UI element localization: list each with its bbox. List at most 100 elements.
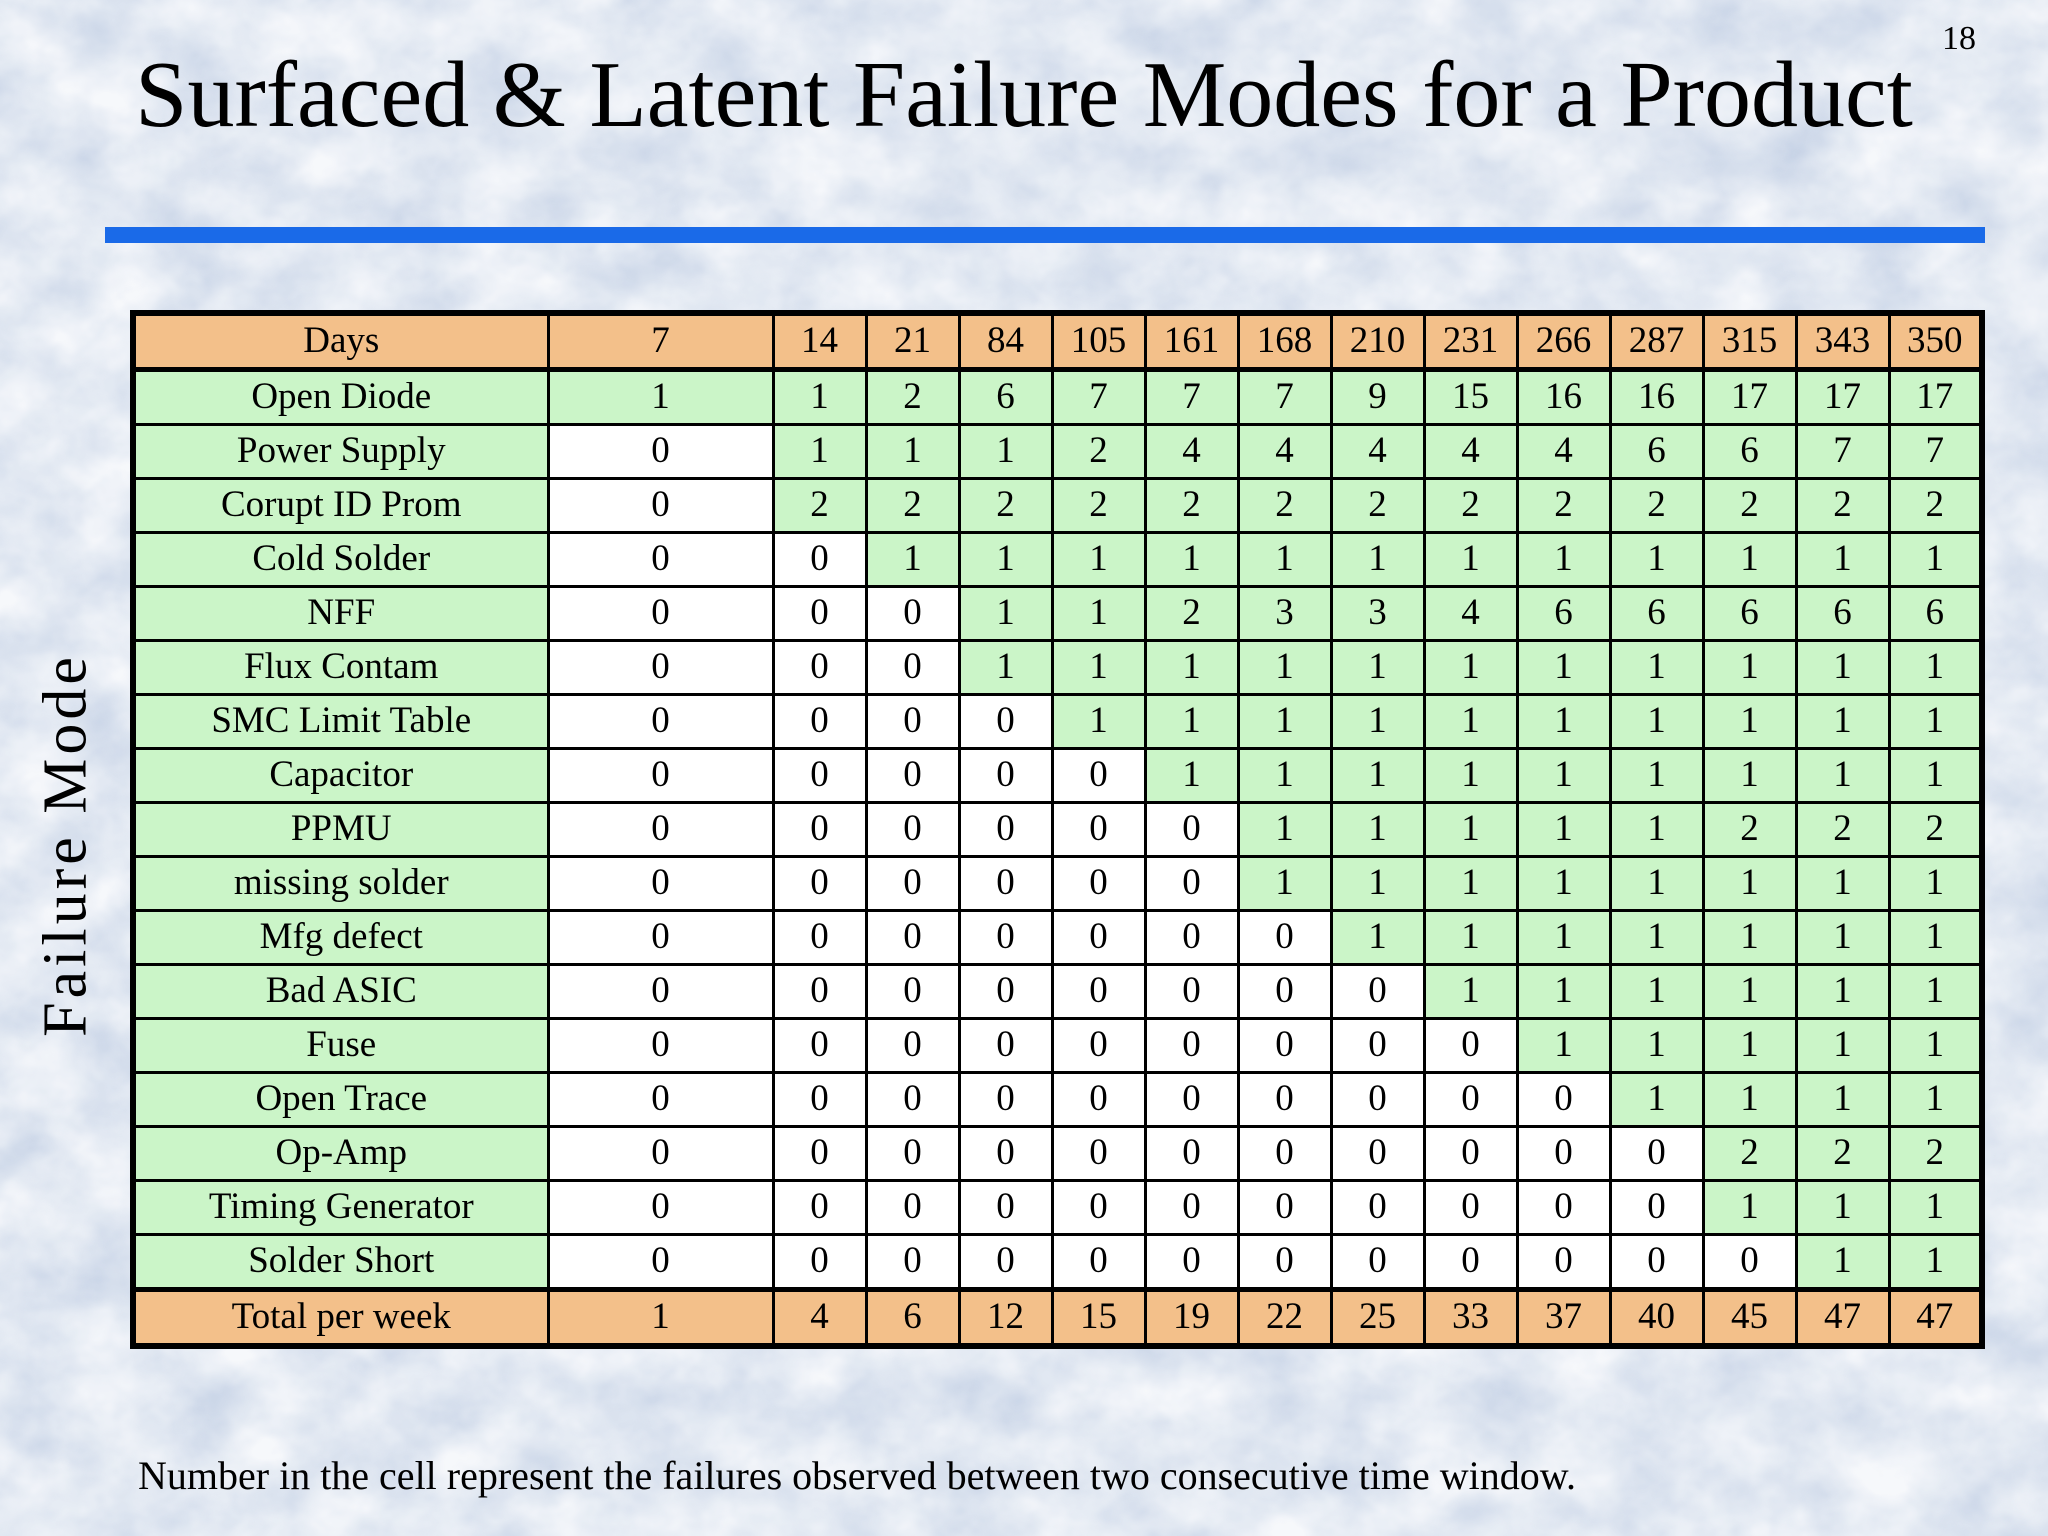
failure-count-cell: 0: [1608, 1233, 1705, 1291]
total-count-cell: 1: [546, 1287, 775, 1348]
failure-count-cell: 4: [1515, 423, 1612, 480]
failure-count-cell: 1: [1050, 693, 1147, 750]
failure-count-cell: 0: [1701, 1233, 1798, 1291]
failure-count-cell: 2: [864, 477, 961, 534]
failure-count-cell: 6: [1608, 585, 1705, 642]
failure-count-cell: 0: [1143, 1017, 1240, 1074]
failure-count-cell: 1: [1422, 639, 1519, 696]
failure-count-cell: 0: [1515, 1233, 1612, 1291]
day-header-cell: 84: [957, 311, 1054, 372]
failure-mode-row: SMC Limit Table 0 0 0 0 1 1 1 1 1 1 1 1 1 1: [131, 693, 1984, 750]
failure-count-cell: 1: [1329, 693, 1426, 750]
failure-count-cell: 2: [1143, 585, 1240, 642]
failure-count-cell: 1: [1329, 639, 1426, 696]
failure-count-cell: 0: [771, 963, 868, 1020]
failure-count-cell: 1: [1329, 909, 1426, 966]
failure-count-cell: 1: [957, 585, 1054, 642]
failure-count-cell: 0: [864, 639, 961, 696]
failure-count-cell: 1: [1236, 639, 1333, 696]
failure-table-container: Days 7 14 21 84 105 161 168 210 231 266 287 315 343 35…: [130, 310, 1985, 1349]
days-header-row: Days 7 14 21 84 105 161 168 210 231 266 287 315 343 35…: [131, 311, 1984, 372]
failure-count-cell: 1: [1515, 747, 1612, 804]
failure-count-cell: 0: [1329, 1179, 1426, 1236]
failure-count-cell: 1: [1887, 639, 1984, 696]
failure-count-cell: 1: [1236, 801, 1333, 858]
failure-mode-row: Open Diode 1 1 2 6 7 7 7 9 15 16 16 17 17 17: [131, 368, 1984, 426]
failure-count-cell: 2: [864, 368, 961, 426]
failure-count-cell: 6: [1887, 585, 1984, 642]
failure-count-cell: 1: [1050, 531, 1147, 588]
failure-count-cell: 0: [957, 1071, 1054, 1128]
failure-count-cell: 1: [1422, 531, 1519, 588]
failure-mode-label-cell: Bad ASIC: [131, 963, 550, 1020]
failure-count-cell: 0: [771, 1125, 868, 1182]
failure-count-cell: 1: [1329, 855, 1426, 912]
failure-count-cell: 1: [1794, 531, 1891, 588]
failure-count-cell: 0: [771, 747, 868, 804]
failure-modes-table: Days 7 14 21 84 105 161 168 210 231 266 287 315 343 35…: [130, 310, 1985, 1349]
failure-count-cell: 1: [1701, 1179, 1798, 1236]
total-count-cell: 12: [957, 1287, 1054, 1348]
failure-count-cell: 0: [546, 693, 775, 750]
failure-count-cell: 0: [957, 1017, 1054, 1074]
failure-count-cell: 0: [546, 1071, 775, 1128]
failure-count-cell: 0: [1329, 1017, 1426, 1074]
failure-count-cell: 1: [1701, 747, 1798, 804]
failure-count-cell: 1: [1422, 747, 1519, 804]
failure-count-cell: 0: [1050, 1125, 1147, 1182]
total-count-cell: 22: [1236, 1287, 1333, 1348]
failure-count-cell: 0: [1329, 1125, 1426, 1182]
failure-count-cell: 0: [1143, 801, 1240, 858]
failure-count-cell: 0: [864, 855, 961, 912]
failure-mode-label-cell: Corupt ID Prom: [131, 477, 550, 534]
page-number: 18: [1942, 20, 1976, 57]
failure-count-cell: 2: [1608, 477, 1705, 534]
failure-count-cell: 0: [1515, 1179, 1612, 1236]
failure-mode-label-cell: missing solder: [131, 855, 550, 912]
failure-count-cell: 0: [1515, 1071, 1612, 1128]
failure-count-cell: 0: [546, 909, 775, 966]
failure-count-cell: 1: [1515, 855, 1612, 912]
day-header-cell: 210: [1329, 311, 1426, 372]
failure-count-cell: 2: [1701, 477, 1798, 534]
title-divider-rule: [105, 227, 1985, 243]
failure-count-cell: 1: [1794, 747, 1891, 804]
day-header-cell: 231: [1422, 311, 1519, 372]
failure-count-cell: 1: [1701, 909, 1798, 966]
failure-count-cell: 0: [1050, 801, 1147, 858]
failure-count-cell: 9: [1329, 368, 1426, 426]
failure-mode-row: Fuse 0 0 0 0 0 0 0 0 0 1 1 1 1 1: [131, 1017, 1984, 1074]
failure-count-cell: 1: [1236, 693, 1333, 750]
failure-count-cell: 0: [771, 1233, 868, 1291]
failure-count-cell: 1: [1794, 909, 1891, 966]
day-header-cell: 287: [1608, 311, 1705, 372]
failure-count-cell: 0: [1143, 1233, 1240, 1291]
failure-count-cell: 0: [1329, 1071, 1426, 1128]
failure-count-cell: 1: [546, 368, 775, 426]
failure-count-cell: 7: [1143, 368, 1240, 426]
failure-count-cell: 0: [546, 639, 775, 696]
failure-count-cell: 7: [1794, 423, 1891, 480]
failure-count-cell: 0: [546, 531, 775, 588]
failure-count-cell: 7: [1236, 368, 1333, 426]
failure-count-cell: 0: [864, 801, 961, 858]
failure-count-cell: 1: [1887, 963, 1984, 1020]
failure-count-cell: 1: [1329, 801, 1426, 858]
failure-count-cell: 6: [957, 368, 1054, 426]
failure-count-cell: 1: [1794, 1071, 1891, 1128]
failure-mode-row: Corupt ID Prom 0 2 2 2 2 2 2 2 2 2 2 2 2 2: [131, 477, 1984, 534]
failure-mode-row: Mfg defect 0 0 0 0 0 0 0 1 1 1 1 1 1 1: [131, 909, 1984, 966]
failure-count-cell: 0: [1236, 1017, 1333, 1074]
failure-mode-label-cell: Solder Short: [131, 1233, 550, 1291]
failure-mode-row: Flux Contam 0 0 0 1 1 1 1 1 1 1 1 1 1 1: [131, 639, 1984, 696]
total-count-cell: 6: [864, 1287, 961, 1348]
failure-count-cell: 3: [1329, 585, 1426, 642]
total-count-cell: 45: [1701, 1287, 1798, 1348]
failure-count-cell: 1: [1143, 531, 1240, 588]
failure-count-cell: 2: [1329, 477, 1426, 534]
failure-count-cell: 0: [957, 1179, 1054, 1236]
failure-count-cell: 0: [1050, 855, 1147, 912]
failure-count-cell: 2: [957, 477, 1054, 534]
failure-count-cell: 0: [546, 801, 775, 858]
failure-count-cell: 4: [1422, 423, 1519, 480]
